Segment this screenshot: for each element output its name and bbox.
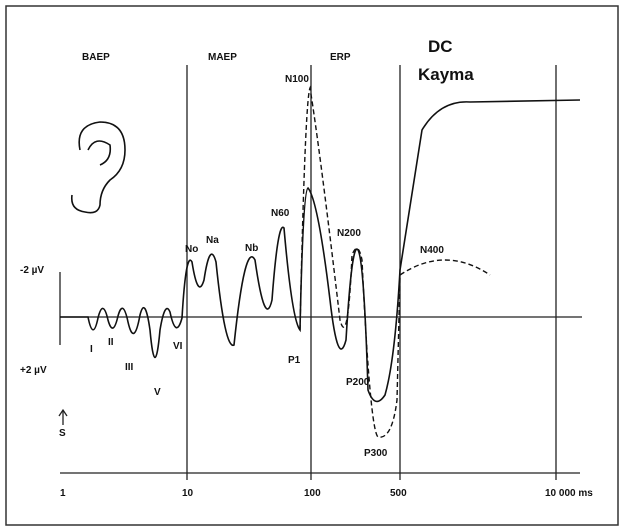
peak-label: No bbox=[185, 244, 198, 255]
peak-label: P200 bbox=[346, 377, 370, 388]
x-label: 1 bbox=[60, 488, 66, 499]
x-label: 10 bbox=[182, 488, 194, 499]
peak-label: V bbox=[154, 387, 161, 398]
dc-label: DC bbox=[428, 37, 453, 56]
waveform-dashed bbox=[299, 85, 491, 438]
amp-label: +2 µV bbox=[20, 365, 47, 376]
s-label: S bbox=[59, 428, 66, 439]
amp-label: -2 µV bbox=[20, 265, 44, 276]
ear-icon bbox=[70, 121, 126, 214]
region-label: MAEP bbox=[208, 52, 237, 63]
x-label: 500 bbox=[390, 488, 407, 499]
peak-label: N200 bbox=[337, 228, 361, 239]
labels: BAEP MAEP ERP DC Kayma N100 N60 N200 N40… bbox=[20, 37, 593, 499]
peak-label: III bbox=[125, 362, 134, 373]
peak-label: P300 bbox=[364, 448, 388, 459]
peak-label: VI bbox=[173, 341, 183, 352]
x-label: 10 000 ms bbox=[545, 488, 593, 499]
peak-label: Nb bbox=[245, 243, 258, 254]
peak-label: P1 bbox=[288, 355, 301, 366]
region-label: BAEP bbox=[82, 52, 110, 63]
axes bbox=[58, 65, 582, 480]
frame bbox=[5, 5, 619, 526]
peak-label: II bbox=[108, 337, 114, 348]
peak-label: N100 bbox=[285, 74, 309, 85]
waveform-solid bbox=[60, 99, 581, 403]
peak-label: Na bbox=[206, 235, 219, 246]
dc-label: Kayma bbox=[418, 65, 474, 84]
peak-label: I bbox=[90, 344, 93, 355]
region-label: ERP bbox=[330, 52, 351, 63]
peak-label: N60 bbox=[271, 208, 290, 219]
peak-label: N400 bbox=[420, 245, 444, 256]
s-arrow-head bbox=[58, 408, 68, 417]
x-label: 100 bbox=[304, 488, 321, 499]
